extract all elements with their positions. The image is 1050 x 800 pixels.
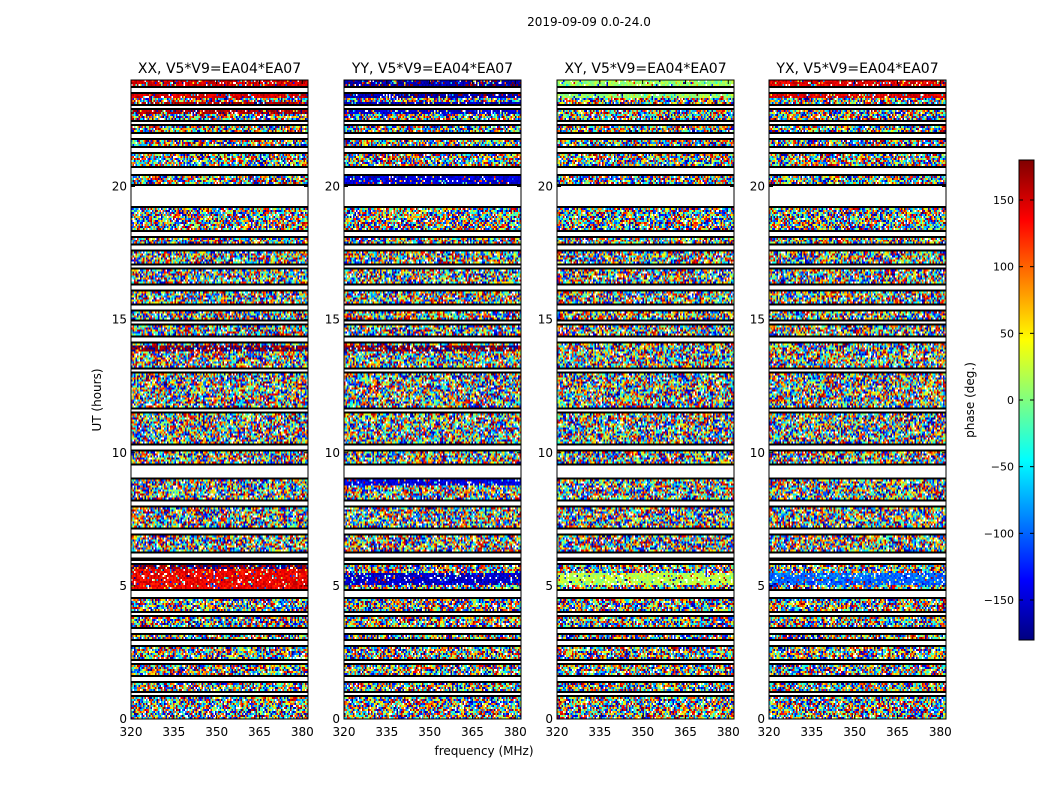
- colorbar-gradient: [1019, 160, 1034, 640]
- x-tick-label: 335: [800, 725, 823, 739]
- panel-frame: [556, 79, 735, 720]
- y-tick-label: 5: [119, 579, 127, 593]
- colorbar: 150 100 50 0 −50 −100 −150: [984, 159, 1035, 641]
- colorbar-tick-label: −100: [984, 527, 1014, 540]
- panel-frame: [130, 79, 309, 720]
- phase-heatmap: [131, 80, 308, 719]
- y-tick-label: 5: [757, 579, 765, 593]
- panel-1: XX, V5*V9=EA04*EA07 320 335 350 365 380 0 5 10 15…: [112, 61, 314, 739]
- y-tick-label: 0: [119, 712, 127, 726]
- panel-3: XY, V5*V9=EA04*EA07 320 335 350 365 380 0 5 10 15…: [538, 61, 740, 739]
- panels: XX, V5*V9=EA04*EA07 320 335 350 365 380 0 5 10 15…: [112, 61, 952, 739]
- panel-title: XY, V5*V9=EA04*EA07: [564, 61, 726, 77]
- y-tick-label: 0: [757, 712, 765, 726]
- y-tick-label: 5: [332, 579, 340, 593]
- x-tick-label: 335: [162, 725, 185, 739]
- colorbar-tick-label: 150: [993, 194, 1014, 207]
- panel-frame: [768, 79, 947, 720]
- x-tick-label: 350: [418, 725, 441, 739]
- x-tick-label: 365: [886, 725, 909, 739]
- colorbar-tick-label: 50: [1000, 327, 1014, 340]
- y-tick-label: 20: [750, 180, 765, 194]
- panel-title: YX, V5*V9=EA04*EA07: [775, 61, 938, 77]
- phase-heatmap: [557, 80, 734, 719]
- panel-title: XX, V5*V9=EA04*EA07: [138, 61, 301, 77]
- x-tick-label: 380: [717, 725, 740, 739]
- y-tick-label: 10: [538, 446, 553, 460]
- y-tick-label: 10: [112, 446, 127, 460]
- y-tick-label: 20: [325, 180, 340, 194]
- x-tick-label: 380: [504, 725, 527, 739]
- y-tick-label: 0: [545, 712, 553, 726]
- panel-4: YX, V5*V9=EA04*EA07 320 335 350 365 380 0 5 10 15…: [750, 61, 952, 739]
- y-tick-label: 10: [750, 446, 765, 460]
- x-tick-label: 350: [631, 725, 654, 739]
- x-tick-label: 335: [375, 725, 398, 739]
- x-tick-label: 320: [333, 725, 356, 739]
- y-tick-label: 20: [112, 180, 127, 194]
- x-tick-label: 335: [588, 725, 611, 739]
- x-axis-label: frequency (MHz): [434, 744, 533, 758]
- figure-title: 2019-09-09 0.0-24.0: [527, 15, 651, 29]
- y-tick-label: 0: [332, 712, 340, 726]
- colorbar-tick-label: −50: [991, 461, 1014, 474]
- x-tick-label: 365: [674, 725, 697, 739]
- y-tick-label: 5: [545, 579, 553, 593]
- x-tick-label: 320: [758, 725, 781, 739]
- x-tick-label: 320: [120, 725, 143, 739]
- colorbar-tick-label: −150: [984, 594, 1014, 607]
- x-tick-label: 380: [929, 725, 952, 739]
- y-tick-label: 10: [325, 446, 340, 460]
- y-axis-label: UT (hours): [90, 368, 104, 431]
- x-tick-label: 350: [205, 725, 228, 739]
- y-tick-label: 15: [325, 313, 340, 327]
- panel-2: YY, V5*V9=EA04*EA07 320 335 350 365 380 0 5 10 15…: [325, 61, 527, 739]
- y-tick-label: 15: [750, 313, 765, 327]
- x-tick-label: 320: [546, 725, 569, 739]
- panel-title: YY, V5*V9=EA04*EA07: [351, 61, 513, 77]
- y-tick-label: 15: [538, 313, 553, 327]
- phase-heatmap: [344, 80, 521, 719]
- panel-frame: [343, 79, 522, 720]
- colorbar-tick-label: 0: [1007, 394, 1014, 407]
- colorbar-tick-label: 100: [993, 261, 1014, 274]
- x-tick-label: 365: [248, 725, 271, 739]
- x-tick-label: 380: [291, 725, 314, 739]
- y-tick-label: 15: [112, 313, 127, 327]
- phase-heatmap: [769, 80, 946, 719]
- y-tick-label: 20: [538, 180, 553, 194]
- x-tick-label: 350: [843, 725, 866, 739]
- x-tick-label: 365: [461, 725, 484, 739]
- colorbar-label: phase (deg.): [963, 362, 977, 438]
